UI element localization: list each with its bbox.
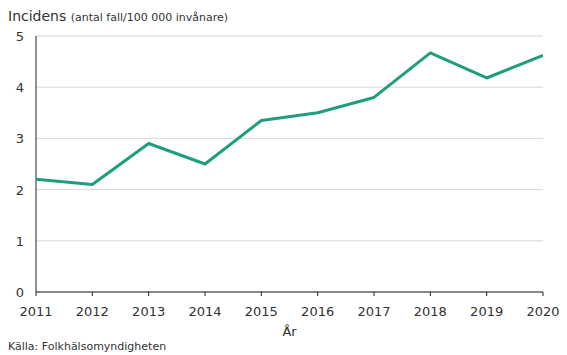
x-tick	[430, 292, 431, 296]
grid-line	[36, 87, 543, 88]
x-tick-label: 2014	[188, 304, 221, 319]
data-line	[36, 53, 543, 185]
y-tick-label: 5	[16, 29, 24, 44]
x-tick	[36, 292, 37, 296]
x-tick	[543, 292, 544, 296]
x-tick-label: 2015	[245, 304, 278, 319]
grid-line	[36, 189, 543, 190]
chart-svg: 0 1 2 3 4 5 2011 2012 2013 2014 2015 2016 2017 2018 20…	[0, 0, 567, 355]
x-tick-label: 2018	[414, 304, 447, 319]
y-axis-label-unit: (antal fall/100 000 invånare)	[71, 11, 228, 24]
grid-line	[36, 292, 543, 293]
grid-line	[36, 240, 543, 241]
y-tick-label: 3	[16, 131, 24, 146]
x-tick-label: 2011	[19, 304, 52, 319]
x-tick	[317, 292, 318, 296]
x-tick-label: 2013	[132, 304, 165, 319]
x-tick	[205, 292, 206, 296]
x-tick-label: 2012	[76, 304, 109, 319]
chart-container: 0 1 2 3 4 5 2011 2012 2013 2014 2015 2016 2017 2018 20…	[0, 0, 567, 355]
x-tick-label: 2020	[526, 304, 559, 319]
plot-area	[36, 53, 543, 185]
x-tick	[261, 292, 262, 296]
x-tick-label: 2017	[357, 304, 390, 319]
grid-line	[36, 138, 543, 139]
y-axis-label-main: Incidens	[8, 8, 71, 24]
x-tick-label: 2016	[301, 304, 334, 319]
y-axis-line	[36, 36, 37, 292]
x-tick	[148, 292, 149, 296]
y-tick-label: 2	[16, 183, 24, 198]
x-tick	[92, 292, 93, 296]
x-tick-label: 2019	[470, 304, 503, 319]
y-tick-label: 0	[16, 285, 24, 300]
y-tick-label: 4	[16, 80, 24, 95]
source-note: Källa: Folkhälsomyndigheten	[8, 340, 166, 353]
x-axis-label: År	[282, 324, 297, 339]
y-axis-label: Incidens (antal fall/100 000 invånare)	[8, 8, 228, 24]
grid-line	[36, 36, 543, 37]
x-tick	[374, 292, 375, 296]
y-tick-label: 1	[16, 234, 24, 249]
x-tick	[486, 292, 487, 296]
x-axis-line	[36, 292, 543, 293]
